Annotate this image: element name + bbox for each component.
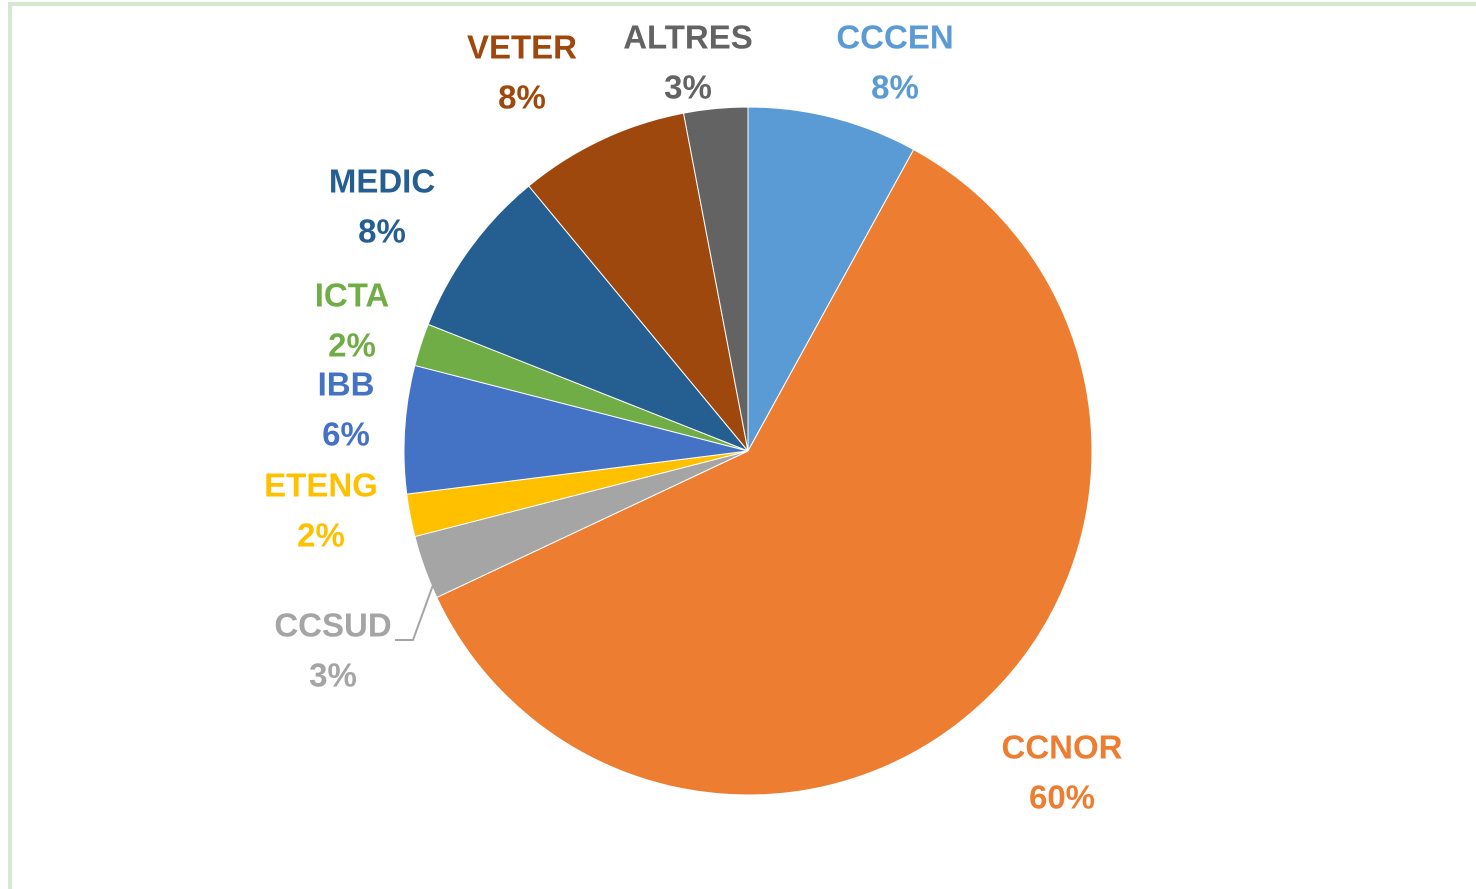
pie-slice [436, 148, 1093, 796]
pie-slice [747, 106, 915, 452]
slice-label: MEDIC [329, 163, 435, 200]
slice-value-label: 8% [358, 213, 406, 250]
slice-label: ETENG [264, 467, 378, 504]
slice-value-label: 2% [328, 327, 376, 364]
pie-slice [682, 106, 749, 452]
slice-value-label: 8% [498, 79, 546, 116]
slice-label: IBB [318, 366, 375, 403]
slice-value-label: 6% [322, 416, 370, 453]
leader-line [395, 584, 434, 641]
slice-value-label: 3% [664, 69, 712, 106]
pie-slice [403, 364, 749, 495]
slice-value-label: 2% [297, 517, 345, 554]
slice-label: CCCEN [836, 19, 953, 56]
pie-slice [528, 112, 749, 452]
slice-value-label: 3% [309, 657, 357, 694]
slice-label: ALTRES [623, 19, 753, 56]
slice-value-label: 8% [871, 69, 919, 106]
slice-label: ICTA [315, 277, 390, 314]
slice-label: VETER [467, 29, 577, 66]
slice-value-label: 60% [1029, 779, 1095, 816]
slice-label: CCNOR [1002, 729, 1123, 766]
slice-label: CCSUD [274, 607, 391, 644]
pie-slice [427, 185, 749, 452]
